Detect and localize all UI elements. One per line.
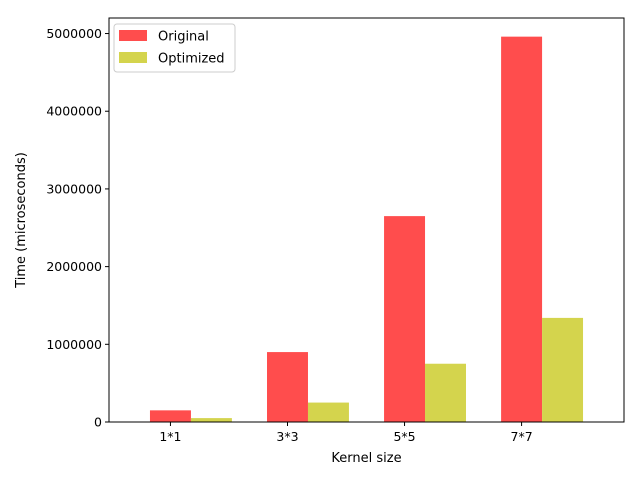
y-tick-label: 1000000 xyxy=(46,337,102,352)
legend-label-original: Original xyxy=(158,30,209,45)
y-tick-label: 2000000 xyxy=(46,259,102,274)
bar-original-4 xyxy=(501,36,543,423)
bar-optimized-2 xyxy=(307,402,349,422)
x-tick-label: 1*1 xyxy=(159,429,181,444)
x-tick-label: 7*7 xyxy=(511,429,533,444)
legend-swatch-optimized xyxy=(119,52,147,63)
x-tick-label: 3*3 xyxy=(276,429,298,444)
legend-swatch-original xyxy=(119,30,147,41)
bar-optimized-3 xyxy=(425,363,466,422)
bars-group xyxy=(149,36,584,423)
x-tick-label: 5*5 xyxy=(393,429,415,444)
bar-optimized-4 xyxy=(542,317,584,422)
bar-optimized-1 xyxy=(190,418,232,422)
y-tick-label: 5000000 xyxy=(46,26,102,41)
bar-original-1 xyxy=(149,410,191,422)
plot-frame xyxy=(108,17,625,423)
y-tick-label: 4000000 xyxy=(46,104,102,119)
bar-original-3 xyxy=(384,216,426,422)
y-tick-label: 0 xyxy=(94,415,102,430)
y-tick-label: 3000000 xyxy=(46,181,102,196)
y-axis-label: Time (microseconds) xyxy=(14,152,29,289)
y-axis-ticks: 0 1000000 2000000 3000000 4000000 5000000 xyxy=(46,26,109,430)
bar-original-2 xyxy=(267,352,308,422)
legend: Original Optimized xyxy=(113,23,236,73)
x-axis-label: Kernel size xyxy=(331,451,401,466)
legend-label-optimized: Optimized xyxy=(158,52,225,67)
x-axis-ticks: 1*1 3*3 5*5 7*7 xyxy=(159,422,533,444)
